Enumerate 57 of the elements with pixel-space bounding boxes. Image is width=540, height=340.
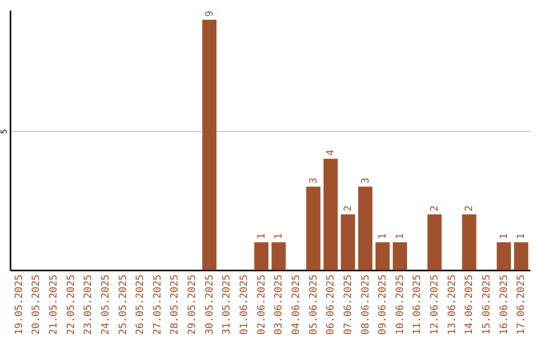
data-label: 9	[204, 10, 216, 17]
x-tick-label: 20.05.2025	[31, 274, 42, 335]
x-tick-label: 22.05.2025	[66, 274, 77, 335]
bar	[358, 186, 372, 270]
x-tick-label: 11.06.2025	[412, 274, 424, 335]
x-tick-label: 26.05.2025	[135, 274, 146, 335]
bar	[514, 242, 528, 270]
x-tick-label: 03.06.2025	[274, 274, 285, 335]
x-tick-label: 08.06.2025	[360, 274, 372, 335]
x-tick-label: 23.05.2025	[83, 274, 94, 335]
bar	[496, 242, 511, 270]
bar	[254, 242, 268, 270]
x-tick-label: 28.05.2025	[170, 274, 181, 335]
bar	[427, 214, 442, 270]
data-label: 3	[360, 178, 372, 184]
bar	[340, 214, 356, 270]
x-tick-label: 14.06.2025	[464, 274, 476, 335]
x-tick-label: 17.06.2025	[516, 274, 528, 335]
x-tick-label: 27.05.2025	[152, 274, 164, 335]
data-label: 1	[256, 233, 268, 240]
data-label: 1	[378, 233, 389, 240]
x-tick-label: 25.05.2025	[118, 274, 129, 335]
x-tick-label: 04.06.2025	[290, 274, 302, 335]
data-label: 1	[274, 233, 285, 240]
x-tick-label: 24.05.2025	[100, 274, 112, 335]
bar	[306, 186, 320, 270]
x-tick-label: 07.06.2025	[342, 274, 354, 335]
y-tick-label: 5	[0, 128, 8, 134]
data-label: 1	[516, 233, 528, 240]
x-tick-label: 09.06.2025	[378, 274, 389, 335]
x-tick-label: 01.06.2025	[239, 274, 250, 335]
x-tick-label: 31.05.2025	[222, 274, 233, 335]
x-tick-label: 05.06.2025	[308, 274, 320, 335]
x-tick-label: 02.06.2025	[256, 274, 268, 335]
bar	[392, 242, 408, 270]
x-tick-label: 16.06.2025	[498, 274, 510, 335]
data-label: 2	[430, 205, 441, 212]
x-tick-label: 12.06.2025	[430, 274, 441, 335]
bar	[272, 242, 286, 270]
data-label: 2	[342, 205, 354, 212]
data-label: 1	[394, 233, 406, 240]
data-label: 4	[326, 150, 337, 156]
bar	[324, 158, 338, 270]
x-tick-label: 06.06.2025	[326, 274, 337, 335]
x-tick-label: 19.05.2025	[14, 274, 25, 335]
bar	[462, 214, 476, 270]
x-tick-label: 15.06.2025	[482, 274, 493, 335]
x-tick-label: 13.06.2025	[446, 274, 458, 335]
bar	[202, 20, 216, 270]
data-label: 3	[308, 178, 320, 184]
bar	[375, 242, 390, 270]
x-tick-label: 21.05.2025	[48, 274, 60, 335]
x-tick-label: 10.06.2025	[394, 274, 406, 335]
data-label: 2	[464, 205, 476, 212]
x-tick-label: 29.05.2025	[187, 274, 198, 335]
x-tick-label: 30.05.2025	[204, 274, 216, 335]
data-label: 1	[498, 233, 510, 240]
